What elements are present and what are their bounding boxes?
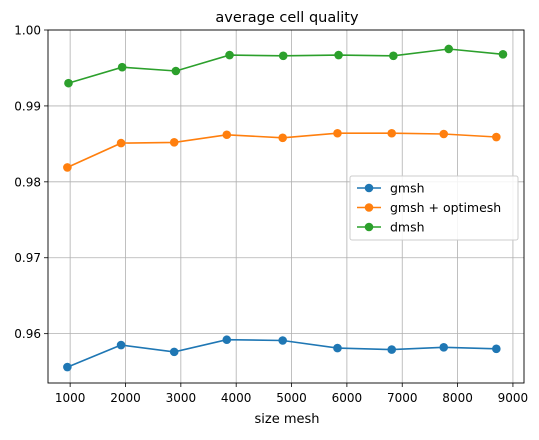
legend-marker xyxy=(364,203,374,212)
x-tick-label: 3000 xyxy=(166,391,197,405)
data-point xyxy=(278,51,288,61)
series-dmsh xyxy=(64,44,508,88)
data-point xyxy=(439,343,449,352)
data-point xyxy=(222,335,232,345)
data-point xyxy=(387,128,397,138)
legend-label: dmsh xyxy=(390,220,425,235)
x-axis-title: size mesh xyxy=(254,412,319,427)
legend: gmsh gmsh + optimesh dmsh xyxy=(349,175,519,241)
data-point xyxy=(169,138,179,147)
y-tick-label: 0.96 xyxy=(14,327,41,341)
data-point xyxy=(492,132,501,142)
x-tick-label: 5000 xyxy=(276,391,307,405)
data-point xyxy=(225,50,234,60)
y-tick-label: 0.99 xyxy=(14,99,41,113)
data-point xyxy=(333,343,342,353)
data-point xyxy=(117,62,127,72)
plot-frame xyxy=(47,29,525,384)
y-tick-label: 1.00 xyxy=(14,24,41,38)
data-point xyxy=(171,66,181,76)
series-gmsh xyxy=(63,335,501,372)
data-point xyxy=(389,51,398,61)
data-point xyxy=(334,50,343,60)
data-point xyxy=(169,347,179,357)
data-point xyxy=(439,129,449,139)
series-group xyxy=(63,44,508,372)
data-point xyxy=(116,340,126,350)
data-point xyxy=(64,78,73,88)
x-tick-label: 8000 xyxy=(442,391,473,405)
data-point xyxy=(63,163,72,172)
data-point xyxy=(387,345,397,354)
data-point xyxy=(444,44,454,54)
data-point xyxy=(63,362,72,372)
y-tick-label: 0.98 xyxy=(14,175,41,189)
tick-labels: 1000 2000 3000 4000 5000 6000 7000 8000 9000 0.96… xyxy=(14,24,528,406)
data-point xyxy=(222,130,232,140)
legend-marker xyxy=(364,222,374,232)
data-point xyxy=(333,128,342,138)
legend-box xyxy=(349,175,519,241)
x-tick-label: 9000 xyxy=(498,391,529,405)
x-tick-label: 6000 xyxy=(332,391,363,405)
legend-label: gmsh xyxy=(390,181,425,196)
data-point xyxy=(492,344,501,354)
data-point xyxy=(278,336,287,345)
x-tick-label: 7000 xyxy=(387,391,418,405)
data-point xyxy=(278,133,287,143)
chart-title: average cell quality xyxy=(215,10,359,26)
series-gmsh-optimesh xyxy=(63,128,501,172)
x-tick-label: 1000 xyxy=(55,391,86,405)
legend-label: gmsh + optimesh xyxy=(390,200,501,215)
y-tick-label: 0.97 xyxy=(14,251,41,265)
legend-marker xyxy=(364,183,374,193)
data-point xyxy=(498,49,508,59)
data-point xyxy=(116,138,126,148)
axes xyxy=(47,29,525,384)
x-tick-label: 4000 xyxy=(221,391,252,405)
x-tick-label: 2000 xyxy=(110,391,141,405)
